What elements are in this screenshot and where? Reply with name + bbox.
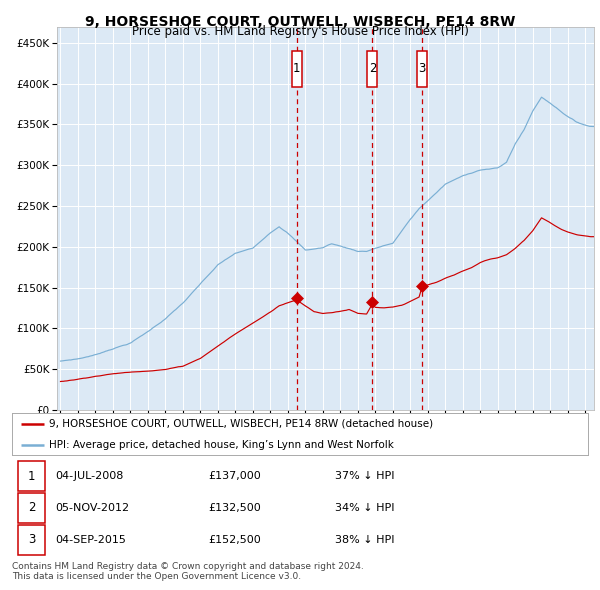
Text: 9, HORSESHOE COURT, OUTWELL, WISBECH, PE14 8RW: 9, HORSESHOE COURT, OUTWELL, WISBECH, PE… [85,15,515,29]
Text: This data is licensed under the Open Government Licence v3.0.: This data is licensed under the Open Gov… [12,572,301,581]
Bar [417,51,427,87]
Text: 38% ↓ HPI: 38% ↓ HPI [335,535,394,545]
Bar [18,461,46,491]
Text: 9, HORSESHOE COURT, OUTWELL, WISBECH, PE14 8RW (detached house): 9, HORSESHOE COURT, OUTWELL, WISBECH, PE… [49,419,434,428]
Text: Contains HM Land Registry data © Crown copyright and database right 2024.: Contains HM Land Registry data © Crown c… [12,562,364,571]
Text: 1: 1 [28,470,35,483]
Text: 34% ↓ HPI: 34% ↓ HPI [335,503,394,513]
Bar [367,51,377,87]
Text: 1: 1 [293,63,301,76]
Bar [292,51,302,87]
Text: £137,000: £137,000 [208,471,260,481]
Text: £152,500: £152,500 [208,535,260,545]
Bar [18,493,46,523]
Text: 04-SEP-2015: 04-SEP-2015 [55,535,126,545]
Text: 3: 3 [28,533,35,546]
Text: 3: 3 [418,63,426,76]
Text: 2: 2 [28,502,35,514]
Text: £132,500: £132,500 [208,503,260,513]
Text: Price paid vs. HM Land Registry's House Price Index (HPI): Price paid vs. HM Land Registry's House … [131,25,469,38]
Text: 04-JUL-2008: 04-JUL-2008 [55,471,124,481]
Text: HPI: Average price, detached house, King’s Lynn and West Norfolk: HPI: Average price, detached house, King… [49,440,394,450]
Text: 05-NOV-2012: 05-NOV-2012 [55,503,130,513]
Bar [18,525,46,555]
Text: 37% ↓ HPI: 37% ↓ HPI [335,471,394,481]
Text: 2: 2 [368,63,376,76]
